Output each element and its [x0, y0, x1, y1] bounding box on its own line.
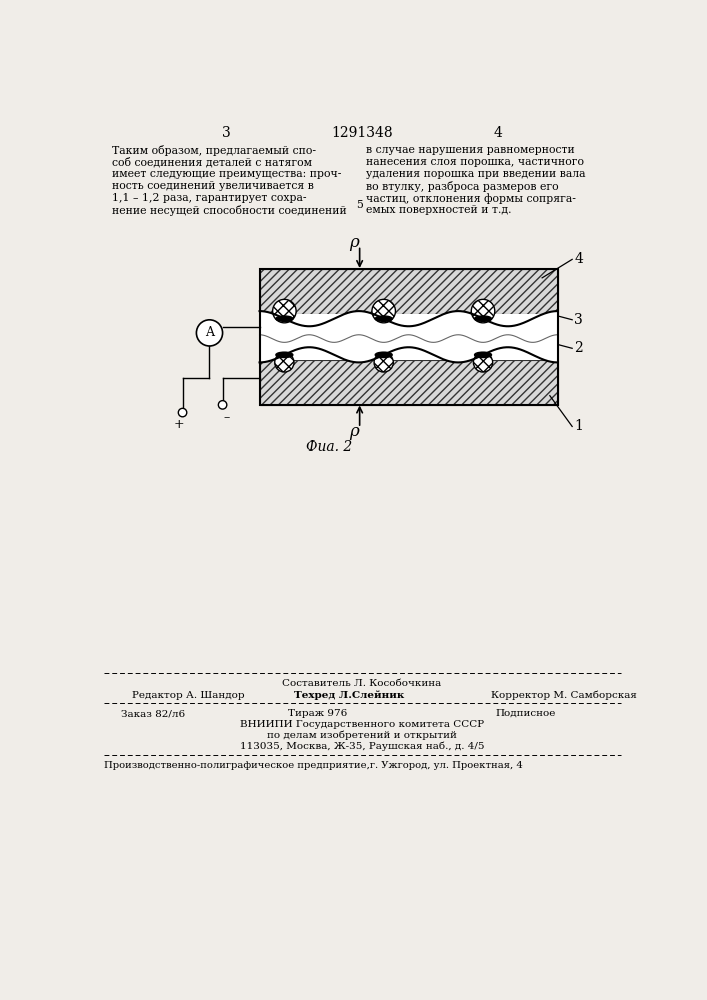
Text: –: – [223, 411, 230, 424]
Text: 1: 1 [575, 419, 583, 433]
Text: удаления порошка при введении вала: удаления порошка при введении вала [366, 169, 585, 179]
Bar [259, 269, 558, 405]
Text: соб соединения деталей с натягом: соб соединения деталей с натягом [112, 157, 312, 168]
Bar [259, 314, 558, 360]
Circle shape [474, 353, 493, 372]
Circle shape [197, 320, 223, 346]
Ellipse shape [375, 316, 392, 321]
Ellipse shape [474, 352, 491, 358]
Circle shape [372, 299, 395, 323]
Text: 5: 5 [356, 200, 363, 210]
Text: 4: 4 [493, 126, 503, 140]
Text: Техред Л.Слейник: Техред Л.Слейник [294, 690, 404, 700]
Text: ρ: ρ [349, 423, 359, 440]
Text: по делам изобретений и открытий: по делам изобретений и открытий [267, 730, 457, 740]
Text: нение несущей способности соединений: нение несущей способности соединений [112, 205, 346, 216]
Text: 1291348: 1291348 [331, 126, 393, 140]
Text: A: A [205, 326, 214, 339]
Ellipse shape [276, 316, 293, 321]
Text: ность соединений увеличивается в: ность соединений увеличивается в [112, 181, 314, 191]
Text: Корректор М. Самборская: Корректор М. Самборская [491, 690, 636, 700]
Text: имеет следующие преимущества: проч-: имеет следующие преимущества: проч- [112, 169, 341, 179]
Text: 113035, Москва, Ж-35, Раушская наб., д. 4/5: 113035, Москва, Ж-35, Раушская наб., д. … [240, 741, 484, 751]
Ellipse shape [474, 316, 491, 321]
Text: емых поверхностей и т.д.: емых поверхностей и т.д. [366, 205, 511, 215]
Text: нанесения слоя порошка, частичного: нанесения слоя порошка, частичного [366, 157, 584, 167]
Text: 1,1 – 1,2 раза, гарантирует сохра-: 1,1 – 1,2 раза, гарантирует сохра- [112, 193, 306, 203]
Text: Производственно-полиграфическое предприятие,г. Ужгород, ул. Проектная, 4: Производственно-полиграфическое предприя… [104, 761, 523, 770]
Text: Фиа. 2: Фиа. 2 [305, 440, 352, 454]
Text: Подписное: Подписное [495, 709, 556, 718]
Circle shape [374, 353, 393, 372]
Ellipse shape [375, 352, 392, 358]
Polygon shape [259, 311, 558, 362]
Circle shape [275, 353, 294, 372]
Text: в случае нарушения равномерности: в случае нарушения равномерности [366, 145, 575, 155]
Text: 3: 3 [222, 126, 230, 140]
Circle shape [273, 299, 296, 323]
Text: 2: 2 [575, 341, 583, 355]
Circle shape [218, 401, 227, 409]
Text: 4: 4 [575, 252, 583, 266]
Bar [259, 269, 558, 314]
Text: 3: 3 [575, 313, 583, 327]
Text: Составитель Л. Кособочкина: Составитель Л. Кособочкина [282, 679, 442, 688]
Text: ρ: ρ [349, 234, 359, 251]
Text: Таким образом, предлагаемый спо-: Таким образом, предлагаемый спо- [112, 145, 316, 156]
Text: ВНИИПИ Государственного комитета СССР: ВНИИПИ Государственного комитета СССР [240, 720, 484, 729]
Text: частиц, отклонения формы сопряга-: частиц, отклонения формы сопряга- [366, 193, 575, 204]
Circle shape [472, 299, 495, 323]
Ellipse shape [276, 352, 293, 358]
Text: Заказ 82/л6: Заказ 82/л6 [121, 709, 185, 718]
Text: во втулку, разброса размеров его: во втулку, разброса размеров его [366, 181, 559, 192]
Text: +: + [173, 418, 184, 431]
Text: Редактор А. Шандор: Редактор А. Шандор [132, 691, 245, 700]
Bar [259, 360, 558, 405]
Text: Тираж 976: Тираж 976 [288, 709, 347, 718]
Circle shape [178, 408, 187, 417]
